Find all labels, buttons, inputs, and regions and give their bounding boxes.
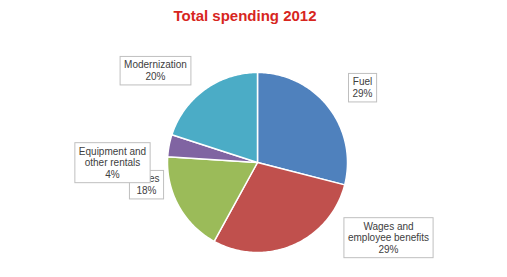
svg-text:Modernization20%: Modernization20% bbox=[124, 59, 187, 82]
svg-text:Wages andemployee benefits29%: Wages andemployee benefits29% bbox=[348, 221, 429, 255]
html-text:Total spending 2012: Total spending 2012 bbox=[173, 7, 317, 24]
svg-text:Fuel29%: Fuel29% bbox=[352, 76, 372, 99]
html-text:Taxes: Taxes bbox=[133, 173, 160, 185]
html-text:18%: 18% bbox=[136, 184, 157, 196]
svg-text:Equipment andother rentals4%: Equipment andother rentals4% bbox=[79, 146, 146, 180]
